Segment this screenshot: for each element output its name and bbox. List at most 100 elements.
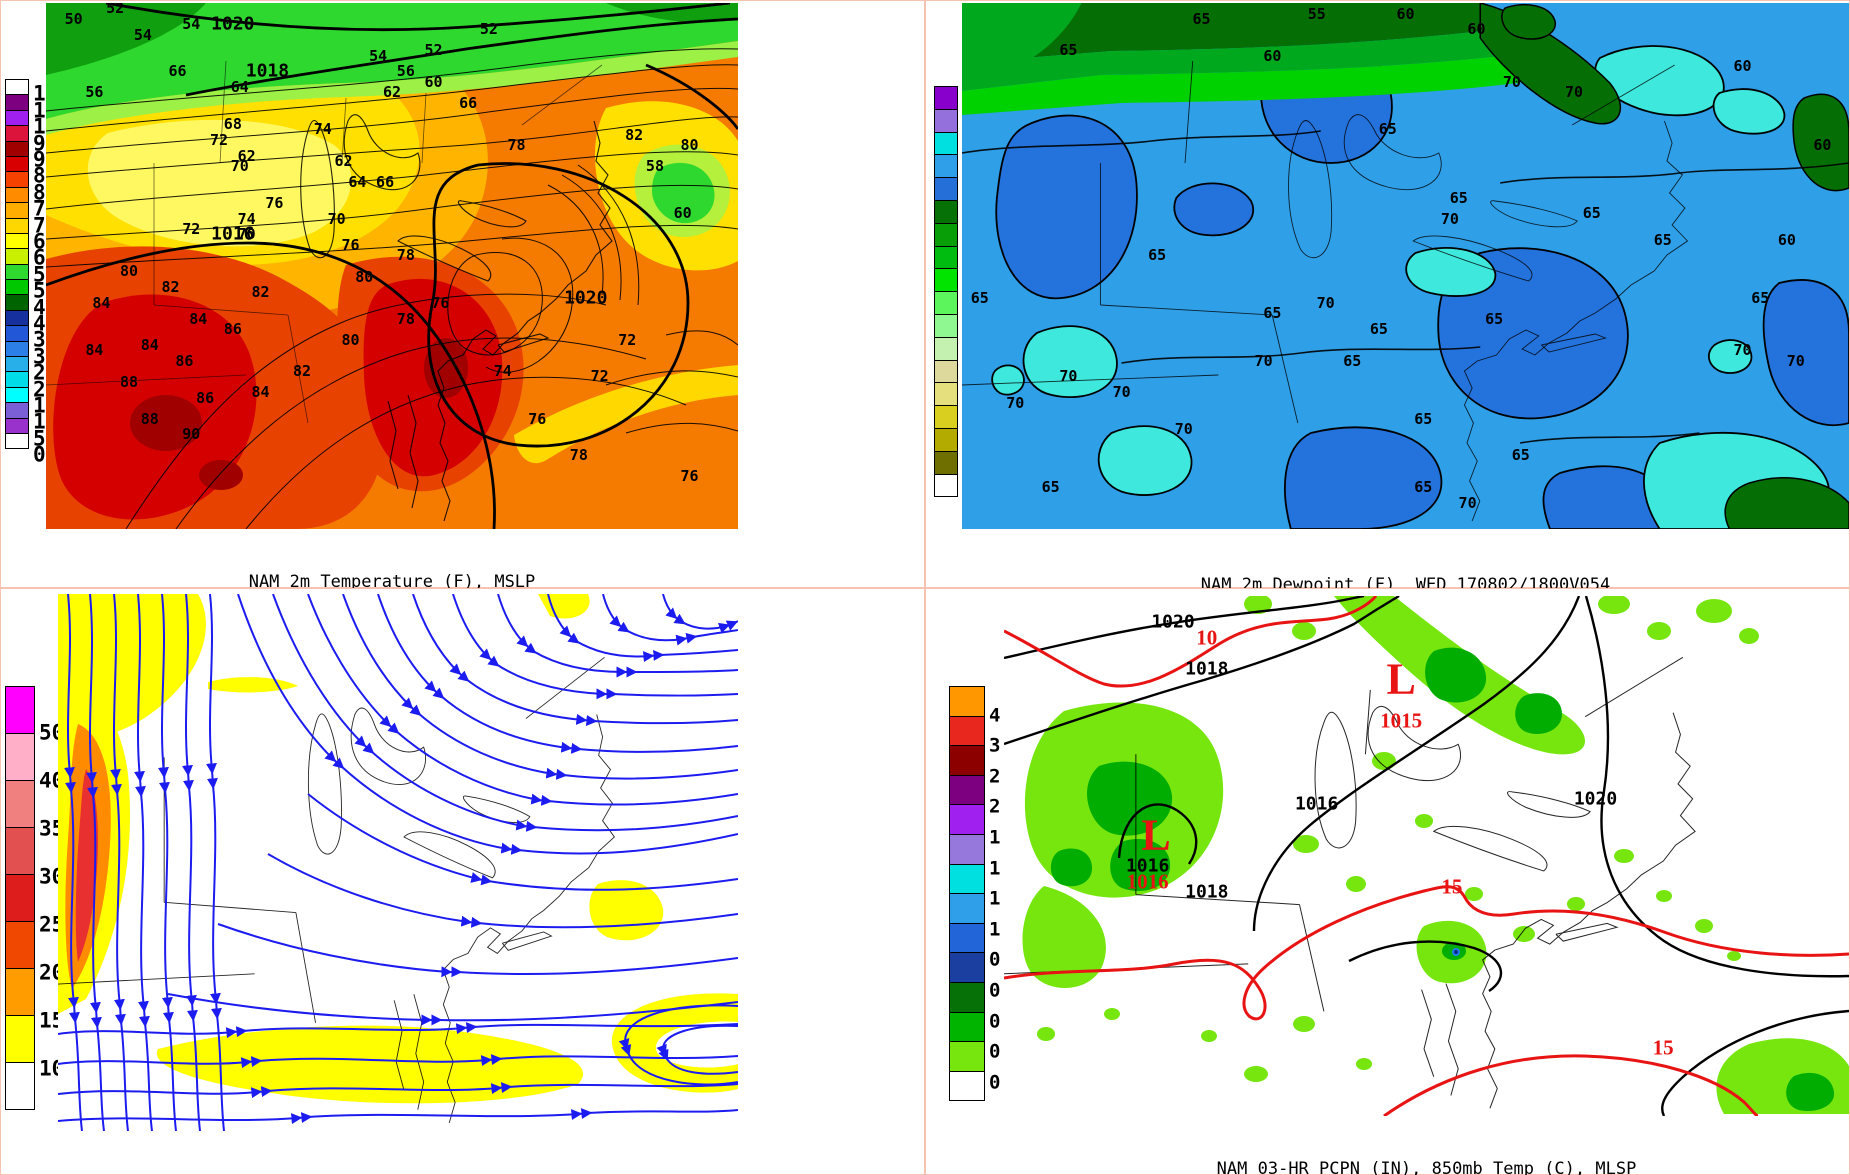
contour-label: 70 bbox=[230, 157, 249, 176]
colorbar-swatch bbox=[934, 177, 958, 201]
contour-label: 15 bbox=[1652, 1035, 1674, 1060]
panel-precipitation: 4.003.002.502.001.751.501.251.000.750.50… bbox=[925, 588, 1850, 1175]
contour-label: 65 bbox=[1414, 409, 1433, 428]
colorbar-swatch bbox=[934, 382, 958, 407]
colorbar-swatch bbox=[949, 863, 985, 895]
contour-label: 78 bbox=[569, 446, 588, 465]
contour-label: 52 bbox=[424, 41, 443, 60]
contour-label: 84 bbox=[189, 309, 208, 328]
850mb-temp-contours bbox=[1004, 596, 1849, 1116]
contour-label: 86 bbox=[223, 320, 242, 339]
contour-label: 62 bbox=[237, 146, 256, 165]
contour-label: 70 bbox=[1112, 383, 1131, 402]
temperature-field-graphic bbox=[46, 3, 738, 529]
contour-label: 62 bbox=[382, 83, 402, 102]
colorbar-swatch bbox=[5, 356, 29, 373]
colorbar-swatch bbox=[5, 155, 29, 173]
colorbar-swatch bbox=[949, 804, 985, 835]
contour-label: 76 bbox=[431, 293, 450, 312]
low-pressure-marker: L bbox=[1386, 654, 1416, 704]
contour-label: 10 bbox=[1196, 625, 1218, 650]
contour-label: 78 bbox=[396, 309, 415, 328]
contour-label: 1016 bbox=[211, 223, 255, 245]
colorbar-swatch bbox=[5, 1015, 35, 1063]
contour-label: 80 bbox=[341, 330, 360, 349]
contour-label: 1020 bbox=[1151, 611, 1195, 633]
contour-label: 76 bbox=[341, 235, 360, 254]
contour-label: 65 bbox=[1582, 204, 1601, 223]
contour-label: 74 bbox=[237, 209, 256, 228]
contour-label: 82 bbox=[251, 283, 270, 302]
contour-label: 86 bbox=[196, 388, 215, 407]
colorbar-label: 0 bbox=[33, 442, 46, 467]
contour-label: 76 bbox=[528, 409, 547, 428]
contour-label: 60 bbox=[673, 204, 692, 223]
colorbar-swatch bbox=[5, 186, 29, 204]
colorbar-swatch bbox=[949, 686, 985, 717]
contour-label: 65 bbox=[1414, 477, 1433, 496]
colorbar-swatch bbox=[934, 336, 958, 361]
colorbar-swatch bbox=[934, 154, 958, 179]
contour-label: 1020 bbox=[564, 287, 608, 309]
contour-label: 65 bbox=[1148, 246, 1167, 265]
colorbar-swatch bbox=[949, 774, 985, 806]
colorbar-swatch bbox=[949, 715, 985, 747]
low-pressure-marker: L bbox=[1141, 810, 1171, 860]
precip-title: NAM 03-HR PCPN (IN), 850mb Temp (C), MLS… bbox=[1004, 1119, 1849, 1175]
contour-label: 72 bbox=[209, 130, 229, 149]
contour-label: 70 bbox=[1786, 351, 1805, 370]
contour-label: 84 bbox=[92, 293, 111, 312]
contour-label: 80 bbox=[680, 136, 699, 155]
temperature-contours bbox=[46, 48, 738, 529]
colorbar-swatch bbox=[5, 309, 29, 327]
contour-label: 15 bbox=[1441, 874, 1463, 899]
colorbar-swatch bbox=[934, 291, 958, 315]
contour-label: 60 bbox=[1396, 4, 1415, 23]
contour-label: 1018 bbox=[1185, 658, 1229, 680]
panel-temperature: 1101051009590858075706560555045403530252… bbox=[0, 0, 925, 652]
contour-label: 65 bbox=[1449, 188, 1468, 207]
colorbar-swatch bbox=[5, 202, 29, 219]
wind-colorbar: 50 40 35 30 25 20 15 10 bbox=[5, 686, 64, 1110]
contour-label: 1020 bbox=[1573, 788, 1618, 810]
contour-label: 60 bbox=[1777, 230, 1796, 249]
contour-label: 55 bbox=[1307, 4, 1326, 23]
dewpoint-colorbar: 80757065605550454035302520151050 bbox=[934, 86, 987, 500]
contour-label: 50 bbox=[64, 9, 83, 28]
contour-label: 65 bbox=[1369, 320, 1388, 339]
contour-label: 88 bbox=[140, 409, 159, 428]
contour-label: 1018 bbox=[1185, 881, 1229, 903]
contour-label: 74 bbox=[493, 362, 512, 381]
colorbar-swatch bbox=[5, 248, 29, 265]
colorbar-swatch bbox=[949, 1070, 985, 1102]
dewpoint-contours bbox=[962, 130, 1849, 444]
coastline-outlines bbox=[46, 61, 612, 521]
contour-label: 1015 bbox=[1380, 708, 1423, 733]
colorbar-swatch bbox=[5, 125, 29, 142]
contour-label: 1020 bbox=[211, 13, 255, 35]
colorbar-label: 25 bbox=[39, 912, 65, 937]
temperature-title-line1: NAM 2m Temperature (F), MSLP bbox=[248, 572, 536, 592]
colorbar-label: 35 bbox=[39, 816, 65, 841]
colorbar-swatch bbox=[949, 1041, 985, 1072]
contour-label: 60 bbox=[1467, 20, 1486, 39]
colorbar-swatch bbox=[949, 1011, 985, 1043]
precip-areas bbox=[1022, 596, 1849, 1114]
colorbar-swatch bbox=[5, 79, 29, 96]
contour-label: 65 bbox=[1378, 120, 1397, 139]
contour-label: 66 bbox=[376, 172, 395, 191]
contour-label: 76 bbox=[265, 193, 284, 212]
colorbar-swatch bbox=[5, 1062, 35, 1110]
contour-label: 82 bbox=[625, 125, 644, 144]
colorbar-swatch bbox=[949, 893, 985, 924]
contour-label: 80 bbox=[355, 267, 374, 286]
colorbar-swatch bbox=[5, 171, 29, 188]
colorbar-swatch bbox=[934, 268, 958, 293]
contour-label: 54 bbox=[369, 46, 388, 65]
colorbar-swatch bbox=[5, 417, 29, 434]
colorbar-swatch bbox=[949, 745, 985, 776]
wind-title: NAM 10m Streamline Winds (KTS) WED 17080… bbox=[58, 1135, 738, 1175]
coastline-outlines bbox=[962, 61, 1687, 521]
contour-label: 70 bbox=[1006, 393, 1025, 412]
contour-label: 62 bbox=[334, 151, 353, 170]
